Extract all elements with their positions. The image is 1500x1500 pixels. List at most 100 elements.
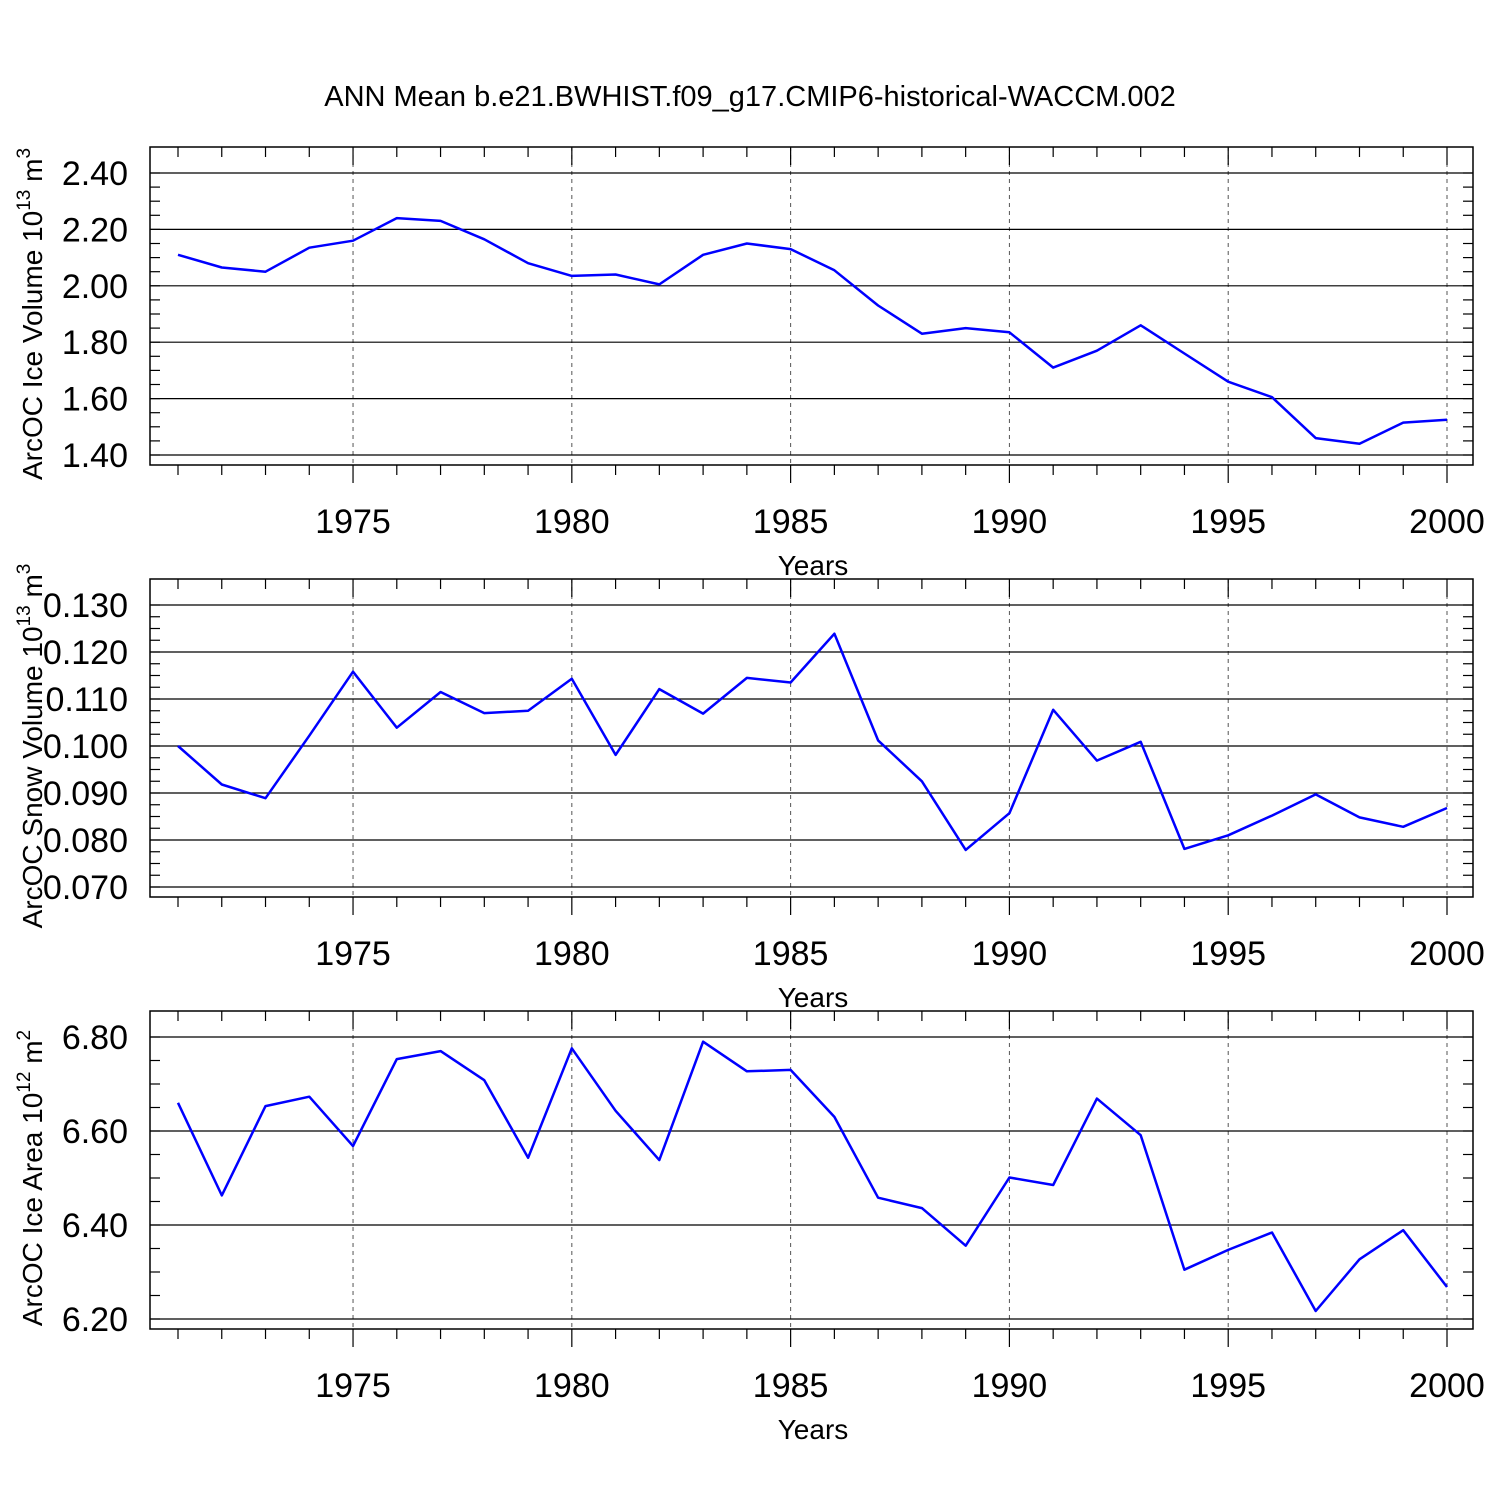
data-point bbox=[351, 239, 355, 243]
x-tick-label: 1985 bbox=[753, 503, 829, 541]
data-point bbox=[789, 1068, 793, 1072]
data-point bbox=[1226, 380, 1230, 384]
x-tick-label: 2000 bbox=[1409, 503, 1485, 541]
data-point bbox=[920, 332, 924, 336]
data-point bbox=[614, 1109, 618, 1113]
data-point bbox=[1007, 811, 1011, 815]
data-point bbox=[1139, 740, 1143, 744]
data-point bbox=[876, 738, 880, 742]
data-point bbox=[307, 246, 311, 250]
data-point bbox=[1357, 815, 1361, 819]
y-tick-label: 0.130 bbox=[43, 587, 128, 625]
data-point bbox=[1095, 759, 1099, 763]
data-point bbox=[701, 712, 705, 716]
data-point bbox=[395, 726, 399, 730]
snow-volume-panel: 0.070 0.080 0.090 0.100 0.110 0.120 0.130 1975 1… bbox=[14, 564, 1485, 1013]
data-point bbox=[1007, 330, 1011, 334]
x-tick-label: 1985 bbox=[753, 1367, 829, 1405]
x-tick-label: 1985 bbox=[753, 935, 829, 973]
data-point bbox=[1270, 395, 1274, 399]
data-point bbox=[220, 783, 224, 787]
data-point bbox=[1051, 366, 1055, 370]
data-point bbox=[657, 282, 661, 286]
data-point bbox=[1095, 349, 1099, 353]
x-tick-label: 1980 bbox=[534, 503, 610, 541]
data-point bbox=[570, 1046, 574, 1050]
data-point bbox=[526, 1156, 530, 1160]
data-point bbox=[264, 796, 268, 800]
data-point bbox=[745, 676, 749, 680]
series-line bbox=[176, 1040, 1448, 1313]
data-point bbox=[482, 237, 486, 241]
data-point bbox=[701, 1040, 705, 1044]
plot-frame bbox=[149, 578, 1474, 898]
data-point bbox=[1445, 1285, 1449, 1289]
plot-frame bbox=[149, 1010, 1474, 1330]
data-point bbox=[701, 253, 705, 257]
y-tick-label: 2.20 bbox=[62, 211, 128, 249]
data-point bbox=[1051, 708, 1055, 712]
data-point bbox=[832, 1115, 836, 1119]
series-line bbox=[177, 632, 1448, 852]
plot-frame bbox=[149, 146, 1474, 466]
data-point bbox=[526, 709, 530, 713]
data-point bbox=[1182, 1268, 1186, 1272]
data-point bbox=[307, 1095, 311, 1099]
data-point bbox=[1314, 792, 1318, 796]
y-tick-label: 0.070 bbox=[43, 869, 128, 907]
data-point bbox=[1095, 1097, 1099, 1101]
x-tick-label: 1975 bbox=[315, 1367, 391, 1405]
data-point bbox=[789, 681, 793, 685]
y-tick-label: 1.80 bbox=[62, 324, 128, 362]
data-point bbox=[964, 326, 968, 330]
data-point bbox=[1314, 1309, 1318, 1313]
data-point bbox=[176, 253, 180, 257]
data-point bbox=[1357, 442, 1361, 446]
x-tick-label: 1975 bbox=[315, 503, 391, 541]
data-point bbox=[570, 274, 574, 278]
y-tick-label: 6.40 bbox=[62, 1207, 128, 1245]
data-point bbox=[832, 632, 836, 636]
data-point bbox=[439, 690, 443, 694]
data-point bbox=[176, 744, 180, 748]
data-point bbox=[876, 1196, 880, 1200]
data-point bbox=[1139, 1133, 1143, 1137]
data-point bbox=[920, 779, 924, 783]
data-point bbox=[876, 304, 880, 308]
data-point bbox=[1445, 806, 1449, 810]
data-point bbox=[351, 1144, 355, 1148]
data-point bbox=[657, 1158, 661, 1162]
y-tick-label: 1.40 bbox=[62, 437, 128, 475]
ice-volume-panel: 1.40 1.60 1.80 2.00 2.20 2.40 1975 1980 1985 1990… bbox=[14, 146, 1485, 581]
data-point bbox=[395, 1057, 399, 1061]
x-tick-label: 2000 bbox=[1409, 1367, 1485, 1405]
x-tick-label: 1990 bbox=[972, 503, 1048, 541]
data-point bbox=[920, 1206, 924, 1210]
data-point bbox=[482, 711, 486, 715]
data-point bbox=[832, 268, 836, 272]
data-point bbox=[789, 247, 793, 251]
data-point bbox=[264, 270, 268, 274]
data-point bbox=[1139, 323, 1143, 327]
y-tick-label: 0.120 bbox=[43, 634, 128, 672]
x-axis-label: Years bbox=[778, 550, 849, 581]
data-point bbox=[1401, 825, 1405, 829]
data-point bbox=[264, 1104, 268, 1108]
data-point bbox=[307, 734, 311, 738]
y-tick-label: 6.60 bbox=[62, 1113, 128, 1151]
y-tick-label: 6.20 bbox=[62, 1301, 128, 1339]
data-point bbox=[964, 1244, 968, 1248]
data-point bbox=[1182, 847, 1186, 851]
y-tick-label: 2.00 bbox=[62, 268, 128, 306]
data-point bbox=[614, 753, 618, 757]
x-tick-label: 1995 bbox=[1190, 935, 1266, 973]
data-point bbox=[439, 1049, 443, 1053]
data-point bbox=[964, 848, 968, 852]
data-point bbox=[1270, 1231, 1274, 1235]
data-point bbox=[1226, 833, 1230, 837]
y-tick-label: 0.110 bbox=[45, 681, 128, 719]
x-tick-label: 1980 bbox=[534, 1367, 610, 1405]
x-tick-label: 2000 bbox=[1409, 935, 1485, 973]
data-point bbox=[1314, 436, 1318, 440]
data-point bbox=[745, 242, 749, 246]
